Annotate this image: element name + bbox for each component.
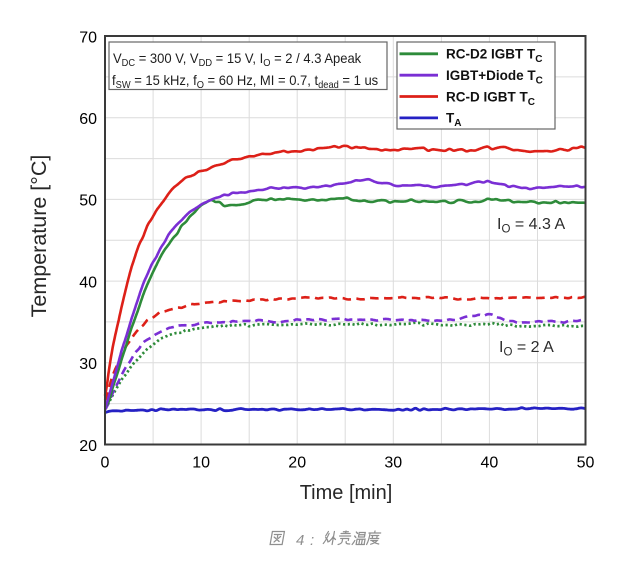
svg-text:40: 40 (481, 455, 499, 472)
svg-text:30: 30 (79, 356, 97, 373)
svg-text:70: 70 (79, 29, 97, 46)
svg-text:20: 20 (79, 438, 97, 455)
svg-text:Temperature [°C]: Temperature [°C] (27, 155, 51, 318)
svg-text:50: 50 (79, 193, 97, 210)
svg-text:VDC = 300 V, VDD = 15 V, IO =: VDC = 300 V, VDD = 15 V, IO = 2 / 4.3 Ap… (113, 51, 361, 70)
svg-text:IO = 4.3 A: IO = 4.3 A (497, 216, 565, 236)
svg-text:60: 60 (79, 111, 97, 128)
svg-text:Time [min]: Time [min] (300, 482, 393, 504)
svg-text:RC-D IGBT TC: RC-D IGBT TC (446, 89, 535, 108)
svg-text:30: 30 (384, 455, 402, 472)
svg-text:RC-D2 IGBT TC: RC-D2 IGBT TC (446, 47, 542, 66)
svg-text::: : (310, 532, 314, 549)
svg-text:50: 50 (577, 455, 595, 472)
svg-text:10: 10 (192, 455, 210, 472)
svg-text:0: 0 (101, 455, 110, 472)
svg-text:IGBT+Diode TC: IGBT+Diode TC (446, 68, 543, 87)
svg-text:4: 4 (296, 532, 304, 549)
svg-text:40: 40 (79, 274, 97, 291)
svg-text:20: 20 (288, 455, 306, 472)
svg-text:fSW = 15 kHz, fO = 60 Hz, MI =: fSW = 15 kHz, fO = 60 Hz, MI = 0.7, tdea… (112, 73, 378, 92)
svg-text:IO = 2 A: IO = 2 A (499, 339, 554, 359)
